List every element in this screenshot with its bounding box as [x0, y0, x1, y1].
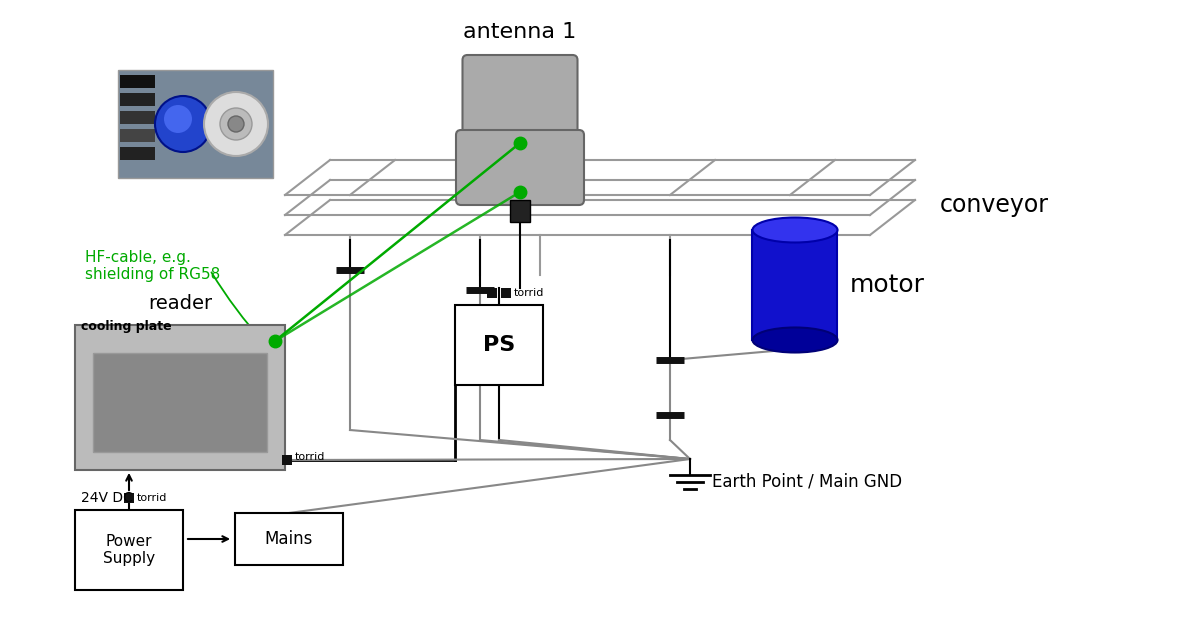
Bar	[92, 353, 267, 452]
Bar	[235, 513, 343, 565]
Bar	[120, 93, 155, 106]
Ellipse shape	[228, 116, 244, 132]
Bar	[282, 455, 292, 465]
Text: Earth Point / Main GND: Earth Point / Main GND	[712, 473, 902, 491]
Bar	[486, 288, 497, 298]
Bar	[118, 70, 273, 178]
Text: motor: motor	[849, 273, 925, 297]
Bar	[753, 230, 837, 340]
Text: Mains: Mains	[264, 530, 313, 548]
Bar	[124, 493, 135, 503]
Bar	[120, 129, 155, 142]
Bar	[501, 288, 510, 298]
Bar	[120, 111, 155, 124]
Bar	[120, 147, 155, 160]
Text: conveyor: conveyor	[940, 193, 1048, 217]
Bar	[120, 75, 155, 88]
Bar	[510, 200, 530, 222]
Text: 24V DC: 24V DC	[80, 491, 133, 505]
Text: torrid: torrid	[514, 288, 544, 298]
Bar	[455, 305, 543, 385]
Text: torrid: torrid	[295, 452, 325, 462]
Bar	[74, 510, 183, 590]
Text: antenna 1: antenna 1	[464, 22, 576, 42]
Ellipse shape	[155, 96, 211, 152]
Ellipse shape	[204, 92, 268, 156]
Ellipse shape	[753, 328, 837, 353]
FancyBboxPatch shape	[462, 55, 578, 140]
Text: HF-cable, e.g.
shielding of RG58: HF-cable, e.g. shielding of RG58	[85, 250, 220, 282]
Text: cooling plate: cooling plate	[80, 320, 172, 333]
Ellipse shape	[220, 108, 252, 140]
Ellipse shape	[165, 105, 192, 133]
Bar	[74, 325, 285, 470]
Text: Power
Supply: Power Supply	[103, 534, 155, 566]
Text: torrid: torrid	[137, 493, 167, 503]
FancyBboxPatch shape	[456, 130, 584, 205]
Text: reader: reader	[148, 294, 213, 313]
Text: PS: PS	[483, 335, 515, 355]
Ellipse shape	[753, 218, 837, 243]
